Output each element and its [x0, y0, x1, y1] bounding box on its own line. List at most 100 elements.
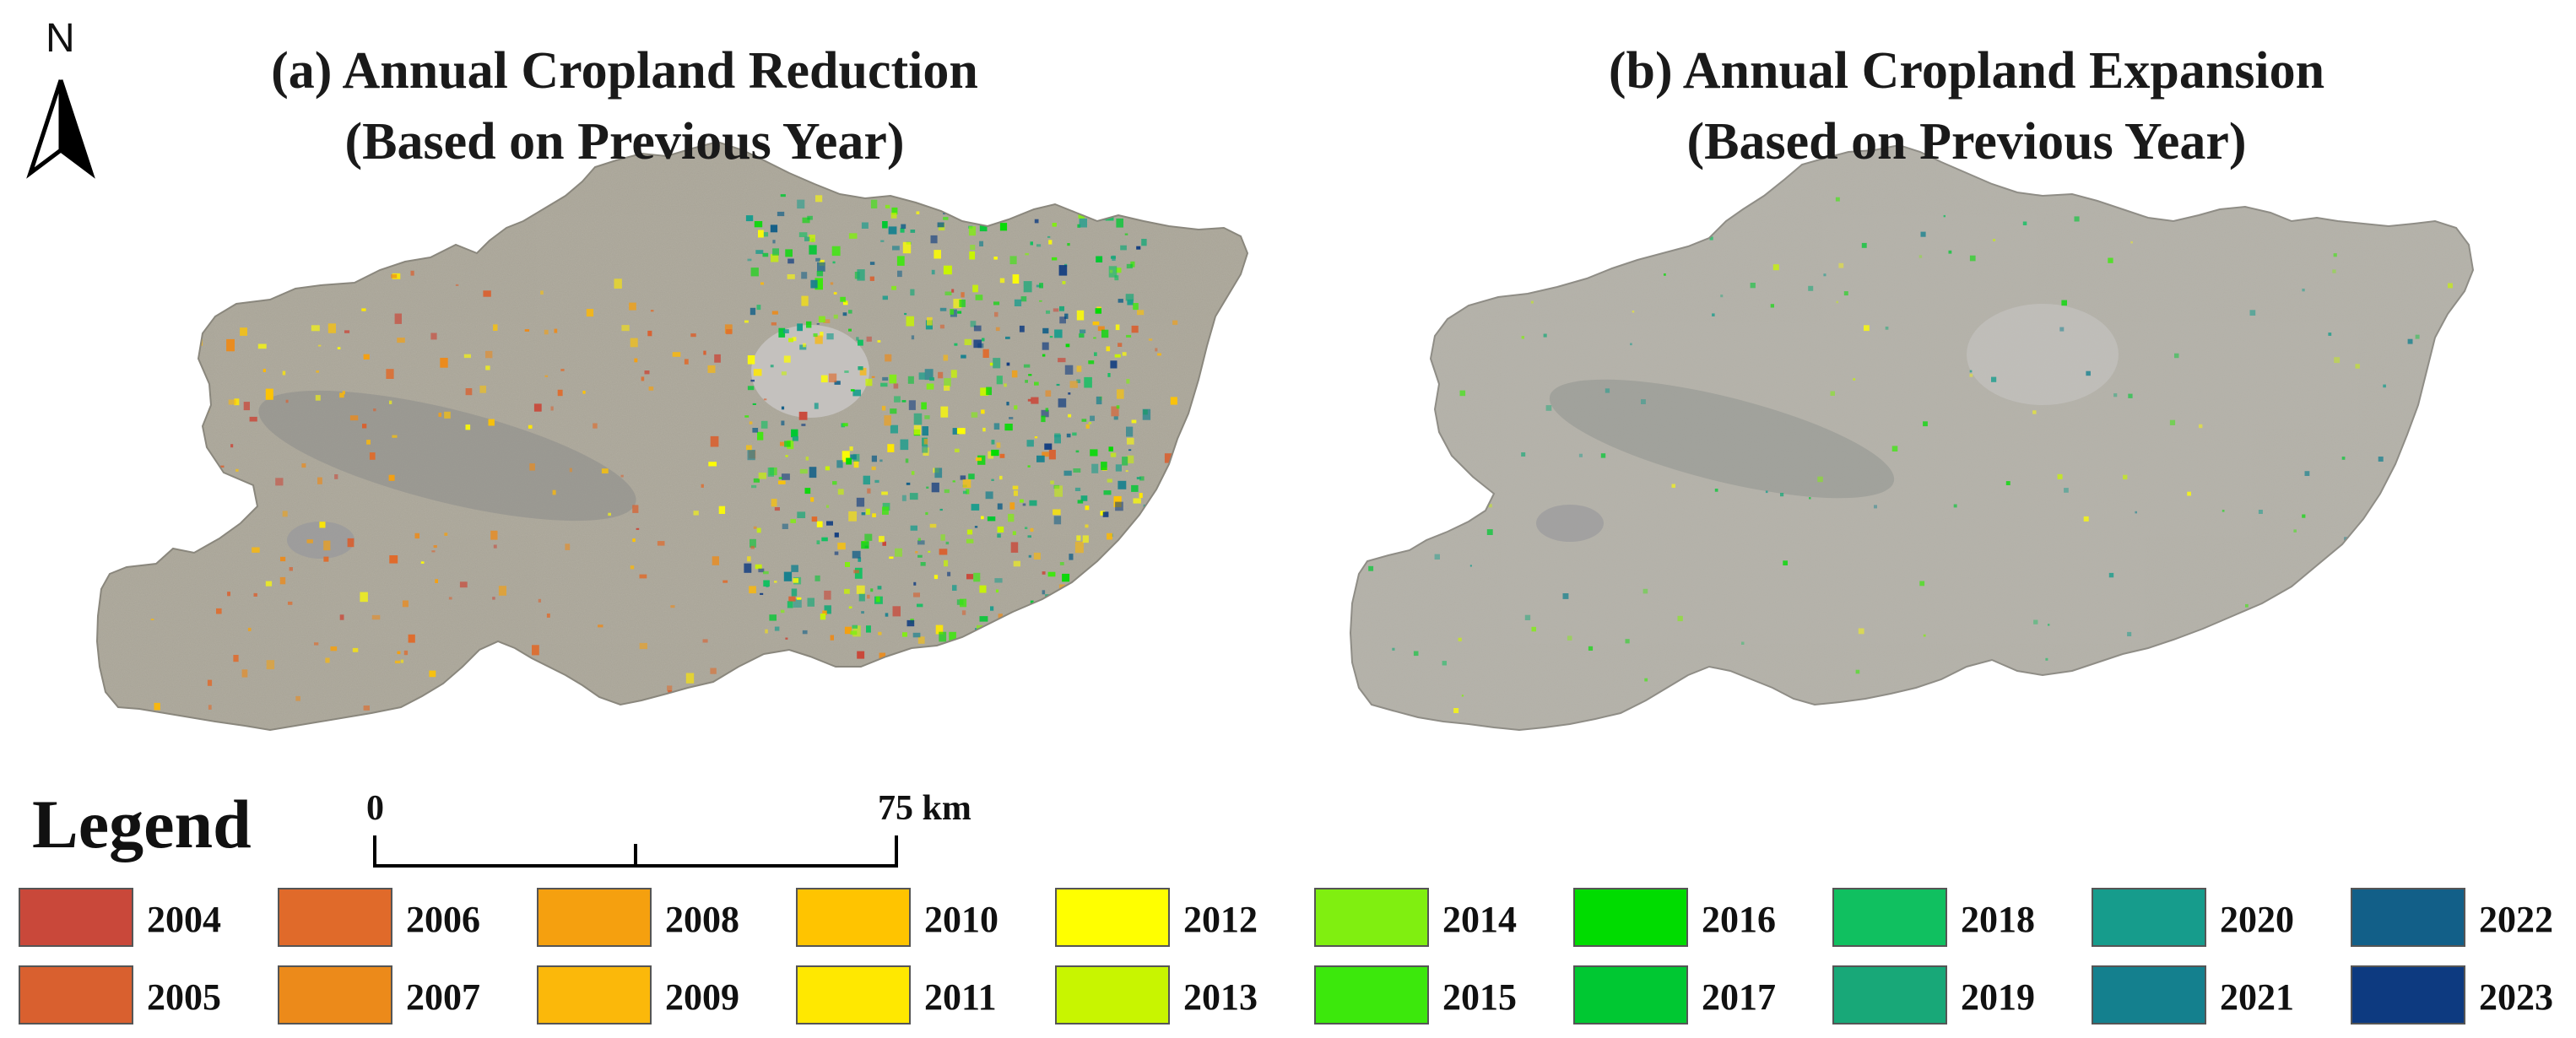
- change-pixel: [962, 490, 967, 495]
- change-pixel: [906, 316, 914, 327]
- change-pixel: [143, 472, 150, 476]
- change-pixel: [756, 305, 761, 311]
- change-pixel: [956, 428, 966, 435]
- change-pixel: [1032, 201, 1040, 205]
- change-pixel: [630, 338, 638, 348]
- change-pixel: [979, 585, 987, 593]
- change-pixel: [1126, 426, 1134, 437]
- change-pixel: [1835, 197, 1840, 202]
- change-pixel: [582, 391, 586, 394]
- change-pixel: [1059, 562, 1064, 565]
- change-pixel: [1923, 634, 1926, 637]
- change-pixel: [2449, 489, 2454, 494]
- change-pixel: [1079, 333, 1085, 338]
- change-pixel: [1053, 516, 1062, 525]
- change-pixel: [830, 282, 834, 285]
- change-pixel: [403, 650, 409, 656]
- change-pixel: [810, 497, 814, 502]
- legend-label: 2012: [1183, 899, 1258, 940]
- change-pixel: [557, 389, 563, 397]
- change-pixel: [747, 355, 755, 365]
- change-pixel: [943, 217, 949, 220]
- change-pixel: [1118, 586, 1123, 591]
- change-pixel: [598, 624, 603, 628]
- change-pixel: [848, 310, 852, 314]
- change-pixel: [858, 592, 865, 602]
- change-pixel: [1024, 660, 1031, 666]
- change-pixel: [861, 512, 866, 516]
- change-pixel: [2415, 562, 2421, 568]
- change-pixel: [896, 256, 905, 266]
- change-pixel: [756, 527, 761, 533]
- change-pixel: [1920, 231, 1926, 237]
- change-pixel: [833, 292, 837, 295]
- change-pixel: [363, 354, 370, 360]
- change-pixel: [954, 343, 958, 346]
- change-pixel: [621, 325, 630, 332]
- change-pixel: [762, 252, 769, 257]
- change-pixel: [991, 478, 994, 481]
- change-pixel: [816, 540, 820, 544]
- change-pixel: [750, 307, 756, 316]
- change-pixel: [301, 463, 306, 468]
- change-pixel: [1147, 567, 1151, 572]
- change-pixel: [565, 543, 571, 550]
- change-pixel: [692, 697, 697, 702]
- change-pixel: [826, 521, 833, 526]
- change-pixel: [1111, 406, 1119, 417]
- legend-swatch: [1055, 888, 1170, 947]
- change-pixel: [1094, 352, 1097, 356]
- legend-swatch: [2092, 965, 2206, 1024]
- change-pixel: [1605, 388, 1610, 393]
- change-pixel: [934, 250, 941, 259]
- change-pixel: [1041, 415, 1046, 423]
- change-pixel: [1008, 513, 1015, 522]
- change-pixel: [2005, 481, 2010, 485]
- change-pixel: [824, 590, 831, 600]
- change-pixel: [788, 338, 793, 343]
- change-pixel: [1011, 370, 1018, 378]
- change-pixel: [814, 335, 823, 344]
- change-pixel: [1056, 383, 1060, 387]
- change-pixel: [813, 333, 818, 338]
- change-pixel: [1004, 424, 1013, 431]
- change-pixel: [228, 399, 236, 405]
- change-pixel: [1127, 204, 1134, 211]
- change-pixel: [1088, 360, 1095, 365]
- change-pixel: [1004, 383, 1007, 387]
- change-pixel: [1948, 250, 1952, 254]
- change-pixel: [1045, 408, 1049, 412]
- change-pixel: [444, 411, 451, 419]
- change-pixel: [690, 333, 696, 338]
- change-pixel: [198, 389, 207, 396]
- change-pixel: [807, 215, 813, 220]
- change-pixel: [787, 274, 795, 279]
- change-pixel: [892, 246, 900, 251]
- change-pixel: [1050, 480, 1054, 484]
- change-pixel: [235, 468, 239, 472]
- change-pixel: [1126, 691, 1133, 695]
- change-pixel: [2059, 327, 2065, 332]
- change-pixel: [672, 352, 681, 357]
- change-pixel: [2169, 419, 2176, 425]
- change-pixel: [493, 544, 497, 549]
- change-pixel: [667, 685, 673, 691]
- change-pixel: [2032, 410, 2037, 414]
- change-pixel: [685, 673, 695, 684]
- change-pixel: [1042, 590, 1046, 595]
- change-pixel: [972, 284, 978, 293]
- change-pixel: [179, 486, 183, 492]
- change-pixel: [751, 484, 757, 489]
- change-pixel: [1103, 689, 1112, 695]
- change-pixel: [781, 673, 786, 676]
- change-pixel: [750, 538, 756, 548]
- change-pixel: [1020, 296, 1027, 302]
- change-pixel: [1091, 575, 1098, 582]
- change-pixel: [177, 336, 181, 339]
- legend-swatch: [2092, 888, 2206, 947]
- change-pixel: [986, 199, 993, 203]
- change-pixel: [777, 211, 785, 217]
- change-pixel: [1600, 453, 1606, 458]
- change-pixel: [923, 439, 928, 445]
- change-pixel: [753, 526, 757, 529]
